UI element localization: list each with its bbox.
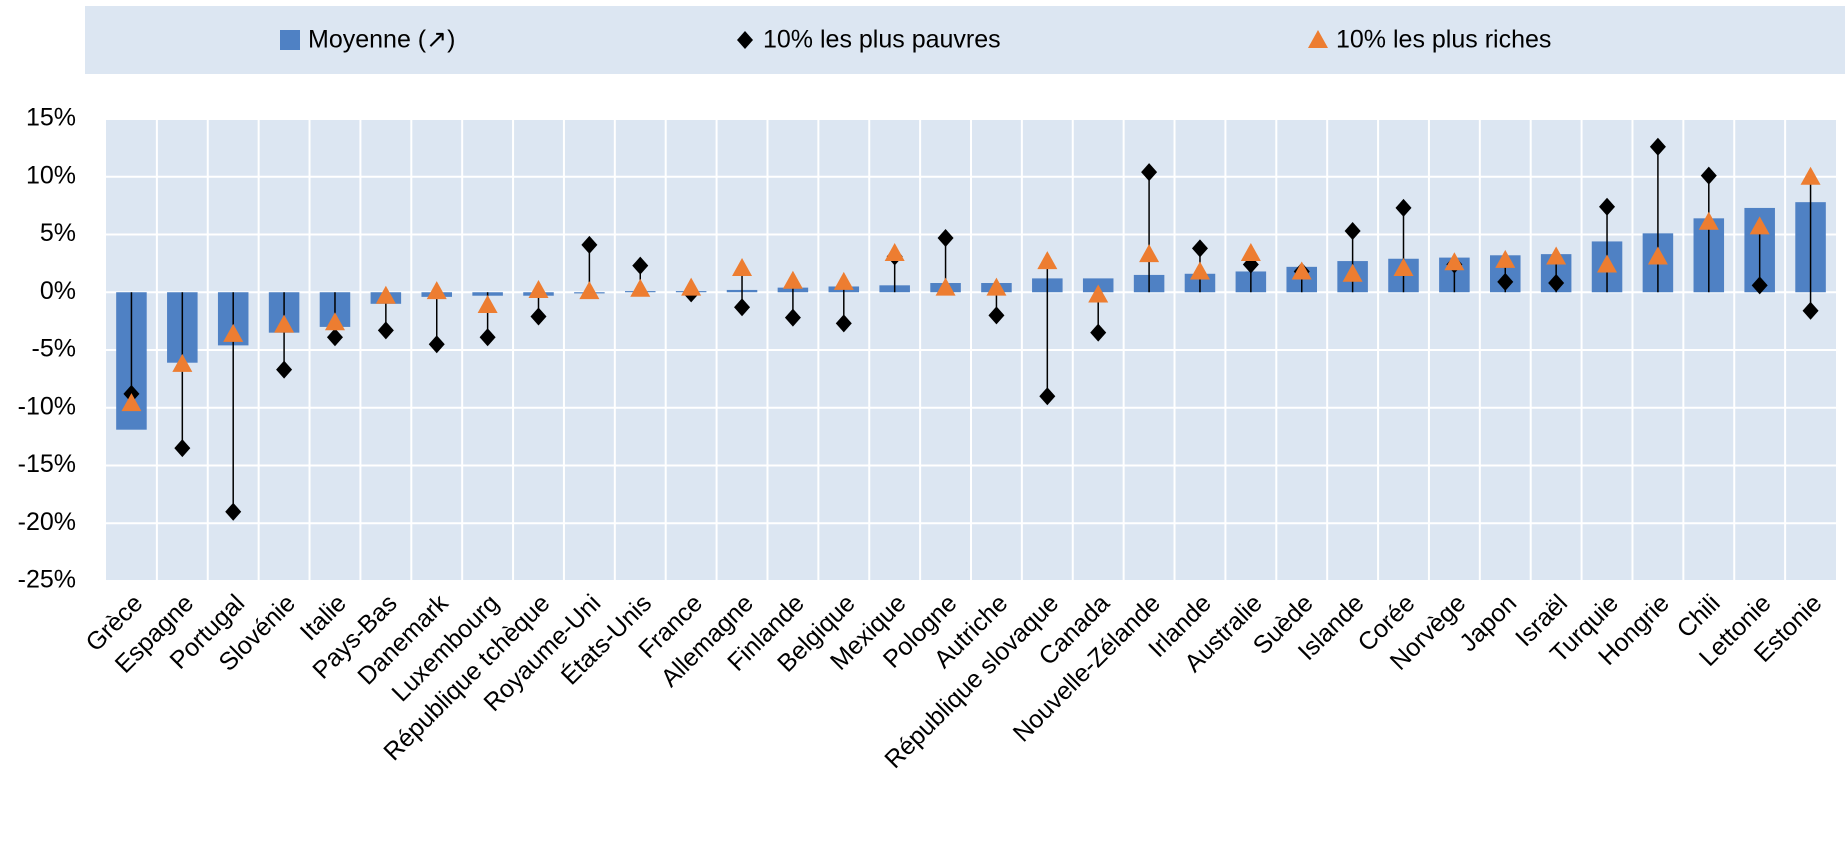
- rich-marker: [1698, 211, 1719, 230]
- poor-marker: [581, 235, 598, 254]
- rich-marker: [1037, 251, 1058, 270]
- rich-marker: [1495, 249, 1516, 268]
- rich-marker: [732, 257, 753, 276]
- legend-marker: [1308, 30, 1328, 48]
- poor-marker: [835, 314, 852, 333]
- y-tick-label: -25%: [18, 566, 76, 594]
- poor-marker: [1649, 137, 1666, 156]
- x-tick-label: Japon: [1454, 589, 1522, 657]
- poor-marker: [1700, 166, 1717, 185]
- rich-marker: [833, 271, 854, 290]
- rich-marker: [1444, 252, 1465, 271]
- poor-marker: [377, 321, 394, 340]
- poor-marker: [1548, 274, 1565, 293]
- legend-label: 10% les plus pauvres: [763, 26, 1001, 54]
- poor-marker: [530, 307, 547, 326]
- poor-marker: [1497, 272, 1514, 291]
- legend-label: Moyenne (↗): [308, 26, 455, 54]
- rich-marker: [986, 277, 1007, 296]
- poor-marker: [1191, 239, 1208, 258]
- poor-marker: [734, 298, 751, 317]
- rich-marker: [1597, 254, 1618, 273]
- y-tick-label: 15%: [26, 104, 76, 132]
- rich-marker: [1393, 257, 1414, 276]
- y-tick-label: -15%: [18, 450, 76, 478]
- rich-marker: [1800, 166, 1821, 185]
- rich-marker: [477, 294, 498, 313]
- poor-marker: [1344, 222, 1361, 241]
- rich-marker: [1240, 242, 1261, 261]
- rich-marker: [426, 281, 447, 300]
- poor-marker: [1751, 276, 1768, 295]
- poor-marker: [225, 502, 242, 521]
- rich-marker: [1546, 246, 1567, 265]
- rich-marker: [121, 393, 142, 412]
- poor-marker: [1141, 163, 1158, 182]
- y-tick-label: -5%: [32, 335, 76, 363]
- rich-marker: [172, 353, 193, 372]
- rich-marker: [1291, 261, 1312, 280]
- rich-marker: [1647, 246, 1668, 265]
- rich-marker: [274, 314, 295, 333]
- poor-marker: [1802, 301, 1819, 320]
- rich-marker: [1088, 284, 1109, 303]
- rich-marker: [1749, 216, 1770, 235]
- poor-marker: [988, 306, 1005, 325]
- y-tick-label: 0%: [40, 277, 76, 305]
- rich-marker: [528, 279, 549, 298]
- legend-label: 10% les plus riches: [1336, 26, 1551, 54]
- poor-marker: [784, 308, 801, 327]
- rich-marker: [935, 277, 956, 296]
- rich-marker: [1189, 261, 1210, 280]
- y-tick-label: 5%: [40, 219, 76, 247]
- rich-marker: [324, 312, 345, 331]
- y-tick-label: -10%: [18, 392, 76, 420]
- rich-marker: [579, 281, 600, 300]
- poor-marker: [1599, 197, 1616, 216]
- y-tick-label: 10%: [26, 161, 76, 189]
- poor-marker: [632, 256, 649, 275]
- poor-marker: [276, 360, 293, 379]
- legend-marker: [280, 30, 300, 50]
- rich-marker: [782, 270, 803, 289]
- rich-marker: [375, 285, 396, 304]
- poor-marker: [428, 335, 445, 354]
- legend-marker: [737, 31, 753, 49]
- rich-marker: [1139, 244, 1160, 263]
- y-tick-label: -20%: [18, 508, 76, 536]
- poor-marker: [937, 228, 954, 247]
- rich-marker: [223, 323, 244, 342]
- rich-marker: [630, 278, 651, 297]
- rich-marker: [884, 242, 905, 261]
- rich-marker: [1342, 263, 1363, 282]
- poor-marker: [1090, 323, 1107, 342]
- poor-marker: [1039, 387, 1056, 406]
- legend-background: [85, 6, 1845, 74]
- poor-marker: [479, 328, 496, 347]
- poor-marker: [1395, 198, 1412, 217]
- poor-marker: [326, 328, 343, 347]
- poor-marker: [174, 439, 191, 458]
- rich-marker: [681, 277, 702, 296]
